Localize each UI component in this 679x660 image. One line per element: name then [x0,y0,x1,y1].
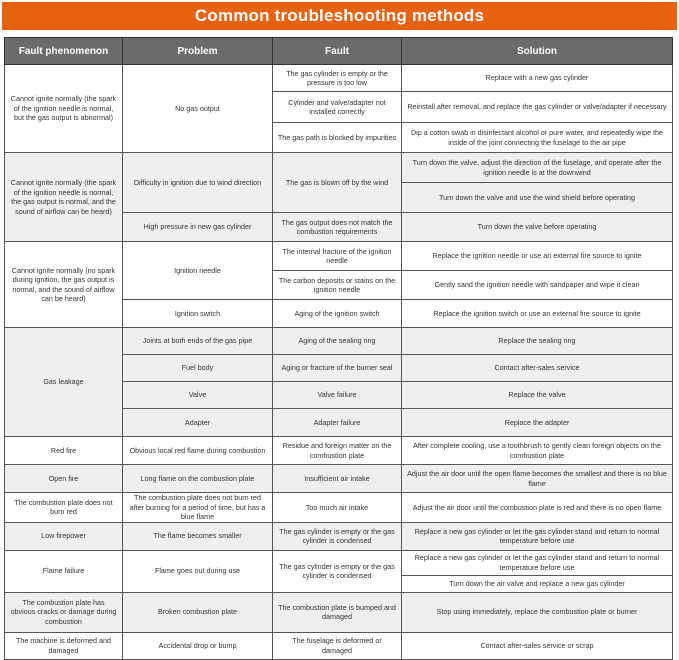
problem-cell: Ignition switch [122,299,273,328]
header-solution: Solution [401,37,673,65]
solution-cell: Adjust the air door until the open flame… [401,464,673,493]
table-row: Open fire Long flame on the combustion pl… [4,464,673,493]
solution-cell: Adjust the air door until the combustion… [401,492,673,523]
fault-cell: The gas cylinder is empty or the gas cyl… [272,549,402,593]
fault-cell: The gas is blown off by the wind [272,152,402,213]
fault-phenomenon-cell: Cannot ignite normally (the spark of the… [4,152,123,242]
header-problem: Problem [122,37,273,65]
fault-phenomenon-cell: Cannot ignite normally (no spark during … [4,241,123,328]
solution-cell: Turn down the valve before operating [401,212,673,242]
table-row: Valve Valve failure Replace the valve [5,381,673,409]
solution-cell: Replace the adapter [401,408,673,437]
solution-cell: Replace a new gas cylinder or let the ga… [401,549,673,576]
solution-cell: Replace with a new gas cylinder [401,64,673,92]
solution-cell: Replace a new gas cylinder or let the ga… [401,521,673,551]
fault-cell: Too much air intake [272,492,402,523]
table-row: Flame failure Flame goes out during use Th… [4,549,673,593]
fault-cell: Adapter failure [272,408,402,437]
fault-cell: The carbon deposits or stains on the ign… [272,270,402,300]
table-row: High pressure in new gas cylinder The gas… [5,212,673,242]
page-title: Common troubleshooting methods [2,2,677,30]
table-row: Cylinder and valve/adapter not installed… [5,91,673,123]
fault-cell: The gas path is blocked by impurities [272,122,402,153]
solution-cell: Turn down the air valve and replace a ne… [401,574,673,593]
solution-cell: Replace the sealing ring [401,327,673,355]
solution-cell: Reinstall after removal, and replace the… [401,91,673,123]
problem-cell: Valve [122,381,273,409]
solution-cell: Gently sand the ignition needle with san… [401,270,673,300]
table-row: Cannot ignite normally (the spark of the… [4,64,673,153]
problem-cell: Difficulty in ignition due to wind direc… [122,152,273,213]
fault-cell: The internal fracture of the ignition ne… [272,241,402,271]
header-fault: Fault [272,37,402,65]
solution-cell: After complete cooling, use a toothbrush… [401,436,673,465]
fault-phenomenon-cell: Flame failure [4,549,123,593]
problem-cell: Long flame on the combustion plate [122,464,273,493]
troubleshooting-table: Fault phenomenon Problem Fault Solution … [4,37,673,660]
fault-phenomenon-cell: Gas leakage [4,327,123,437]
table-row: The combustion plate does not burn red Th… [4,492,673,523]
table-row: Adapter Adapter failure Replace the adapte… [5,408,673,437]
table-row: Red fire Obvious local red flame during c… [4,436,673,465]
fault-cell: The gas output does not match the combus… [272,212,402,242]
table-row: Low firepower The flame becomes smaller Th… [4,521,673,551]
table-header-row: Fault phenomenon Problem Fault Solution [4,37,673,65]
fault-cell: Aging or fracture of the burner seal [272,354,402,382]
problem-cell: Flame goes out during use [122,549,273,593]
fault-cell: Insufficient air intake [272,464,402,493]
solution-cell: Stop using immediately, replace the comb… [401,591,673,633]
problem-cell: Obvious local red flame during combustio… [122,436,273,465]
problem-cell: Ignition needle [122,241,273,300]
solution-cell: Turn down the valve, adjust the directio… [401,152,673,183]
problem-cell: High pressure in new gas cylinder [122,212,273,242]
solution-cell: Dip a cotton swab in disinfectant alcoho… [401,122,673,153]
fault-cell: The gas cylinder is empty or the gas cyl… [272,521,402,551]
solution-cell: Turn down the valve and use the wind shi… [401,182,673,213]
fault-cell: Aging of the sealing ring [272,327,402,355]
solution-cell: Replace the ignition switch or use an ex… [401,299,673,328]
fault-cell: Residue and foreign matter on the combus… [272,436,402,465]
table-row: Turn down the valve and use the wind shi… [5,182,673,213]
problem-cell: Adapter [122,408,273,437]
fault-cell: The combustion plate is bumped and damag… [272,591,402,633]
problem-cell: The combustion plate does not burn red a… [122,492,273,523]
table-row: Fuel body Aging or fracture of the burner… [5,354,673,382]
solution-cell: Replace the ignition needle or use an ex… [401,241,673,271]
fault-phenomenon-cell: Red fire [4,436,123,465]
fault-phenomenon-cell: The combustion plate does not burn red [4,492,123,523]
fault-phenomenon-cell: Cannot ignite normally (the spark of the… [4,64,123,153]
fault-phenomenon-cell: The combustion plate has obvious cracks … [4,591,123,633]
fault-cell: The gas cylinder is empty or the pressur… [272,64,402,92]
table-row: Cannot ignite normally (the spark of the… [4,152,673,242]
fault-phenomenon-cell: Open fire [4,464,123,493]
table-row: Gas leakage Joints at both ends of the ga… [4,327,673,437]
fault-cell: Valve failure [272,381,402,409]
problem-cell: Broken combustion plate [122,591,273,633]
problem-cell: No gas output [122,64,273,153]
table-row: The gas path is blocked by impurities Dip… [5,122,673,153]
problem-cell: Joints at both ends of the gas pipe [122,327,273,355]
fault-cell: Cylinder and valve/adapter not installed… [272,91,402,123]
problem-cell: Fuel body [122,354,273,382]
fault-phenomenon-cell: Low firepower [4,521,123,551]
table-body: Cannot ignite normally (the spark of the… [4,64,673,660]
table-row: Cannot ignite normally (no spark during … [4,241,673,328]
table-row: The combustion plate has obvious cracks … [4,591,673,633]
fault-cell: Aging of the ignition switch [272,299,402,328]
problem-cell: The flame becomes smaller [122,521,273,551]
solution-cell: Replace the valve [401,381,673,409]
header-fault-phenomenon: Fault phenomenon [4,37,123,65]
solution-cell: Contact after-sales service [401,354,673,382]
